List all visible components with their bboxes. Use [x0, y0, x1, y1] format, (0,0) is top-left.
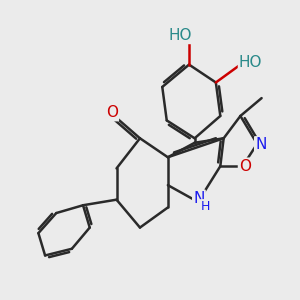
Text: HO: HO: [169, 28, 192, 43]
Text: N: N: [255, 137, 267, 152]
Text: HO: HO: [239, 55, 262, 70]
Text: H: H: [201, 200, 210, 213]
Text: O: O: [239, 159, 251, 174]
Text: N: N: [193, 190, 205, 206]
Text: O: O: [106, 105, 118, 120]
